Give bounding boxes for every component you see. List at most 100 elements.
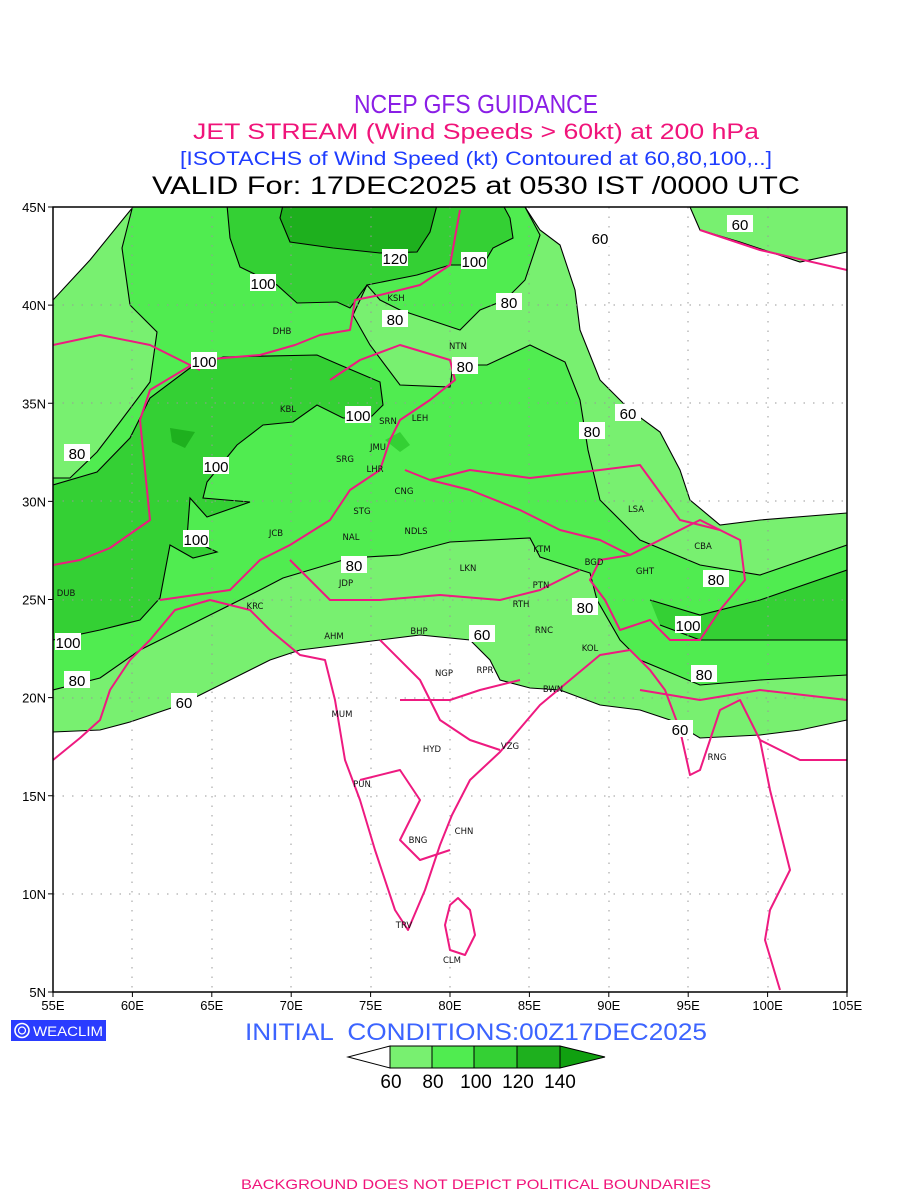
lon-tick-label: 65E <box>200 998 223 1013</box>
contour-label-box <box>191 352 217 369</box>
city-labels: DHB KSH NTN KBL SRN LEH JMU SRG LHR CNG STG NDLS JCB… <box>57 294 727 966</box>
city-label: JCB <box>268 529 283 539</box>
legend-60-80 <box>389 1045 433 1069</box>
city-label: BWN <box>543 685 563 695</box>
contour-label: 100 <box>191 354 216 371</box>
contour-label-box <box>572 598 598 615</box>
lat-tick-label: 40N <box>22 298 46 313</box>
city-label: KOL <box>582 644 599 654</box>
contour-label-box <box>64 671 90 688</box>
contour-label-box <box>691 665 717 682</box>
city-label: JMU <box>369 443 386 453</box>
lon-tick-label: 90E <box>597 998 620 1013</box>
contour-label-box <box>341 556 367 573</box>
city-label: LSA <box>628 505 644 515</box>
city-label: NGP <box>435 669 453 679</box>
city-label: CNG <box>395 487 414 497</box>
city-label: BNG <box>409 836 428 846</box>
city-label: LHR <box>366 465 383 475</box>
lat-tick-label: 25N <box>22 593 46 608</box>
weaclim-logo <box>11 1020 106 1041</box>
contour-label: 60 <box>732 217 749 234</box>
contour-label: 80 <box>457 359 474 376</box>
contour-label-box <box>452 357 478 374</box>
coastlines-and-boundaries <box>53 209 847 991</box>
contour-label: 100 <box>55 635 80 652</box>
city-label: CBA <box>694 542 712 552</box>
city-label: SRN <box>379 417 397 427</box>
city-label: GHT <box>636 567 655 577</box>
contour-label-box <box>496 293 522 310</box>
city-label: AHM <box>324 632 344 642</box>
city-label: BGD <box>585 558 604 568</box>
contour-label-box <box>703 570 729 587</box>
city-label: HYD <box>423 745 442 755</box>
contour-label: 80 <box>346 558 363 575</box>
contour-label-box <box>345 406 371 423</box>
city-label: PTN <box>533 581 550 591</box>
legend-80-100 <box>431 1045 475 1069</box>
legend-above-140 <box>559 1045 606 1069</box>
isotach-band-120-140-small <box>170 428 195 448</box>
contour-label-box <box>183 530 209 547</box>
contour-label: 80 <box>501 295 518 312</box>
lon-tick-label: 75E <box>359 998 382 1013</box>
contour-label-box <box>250 274 276 291</box>
city-label: CLM <box>443 956 461 966</box>
contour-label-box <box>667 720 693 737</box>
legend-below-60 <box>346 1045 391 1069</box>
contour-label-box <box>675 616 701 633</box>
city-label: RPR <box>477 666 494 676</box>
map-plot-area <box>53 207 847 992</box>
chart-subtitle: JET STREAM (Wind Speeds > 60kt) at 200 h… <box>193 119 760 144</box>
contour-label: 60 <box>592 231 609 248</box>
contour-labels: 60 60 120 100 100 80 80 80 100 60 100 80 80 100 100 80 8… <box>55 215 753 739</box>
contour-label-box <box>469 625 495 642</box>
contour-label: 100 <box>675 618 700 635</box>
lon-tick-label: 55E <box>41 998 64 1013</box>
contour-label-box <box>615 404 641 421</box>
legend-label: 80 <box>422 1072 443 1093</box>
lat-tick-label: 20N <box>22 691 46 706</box>
lon-tick-label: 80E <box>438 998 461 1013</box>
lon-tick-label: 95E <box>677 998 700 1013</box>
city-label: JDP <box>338 579 353 589</box>
city-label: KRC <box>247 602 264 612</box>
chart-title: NCEP GFS GUIDANCE <box>354 89 598 119</box>
legend-100-120 <box>473 1045 518 1069</box>
contour-label: 60 <box>672 722 689 739</box>
city-label: MUM <box>332 710 353 720</box>
lon-tick-label: 100E <box>752 998 783 1013</box>
city-label: LKN <box>460 564 477 574</box>
contour-label-box <box>587 229 613 246</box>
city-label: KTM <box>533 545 550 555</box>
city-label: SRG <box>336 455 354 465</box>
city-label: PUN <box>353 780 371 790</box>
city-label: RNG <box>708 753 727 763</box>
contour-label: 100 <box>461 254 486 271</box>
contour-label: 60 <box>176 695 193 712</box>
city-label: DUB <box>57 589 76 599</box>
city-label: VZG <box>501 742 519 752</box>
lat-tick-label: 10N <box>22 887 46 902</box>
legend-label: 120 <box>502 1072 534 1093</box>
axis-ticks: 55E 60E 65E 70E 75E 80E 85E 90E 95E 100E 105E 45N 40… <box>22 200 862 1013</box>
contour-label-box <box>382 249 408 266</box>
city-label: NAL <box>343 533 360 543</box>
city-label: RTH <box>513 600 530 610</box>
city-label: BHP <box>410 627 427 637</box>
city-label: DHB <box>273 327 292 337</box>
city-label: NTN <box>449 342 467 352</box>
contour-label: 60 <box>474 627 491 644</box>
contour-label: 100 <box>203 459 228 476</box>
lon-tick-label: 105E <box>832 998 863 1013</box>
city-label: RNC <box>535 626 553 636</box>
contour-label: 100 <box>183 532 208 549</box>
contour-label: 100 <box>250 276 275 293</box>
contour-label: 80 <box>69 446 86 463</box>
contour-label: 120 <box>382 251 407 268</box>
contour-label-box <box>579 422 605 439</box>
legend-label: 60 <box>380 1072 401 1093</box>
